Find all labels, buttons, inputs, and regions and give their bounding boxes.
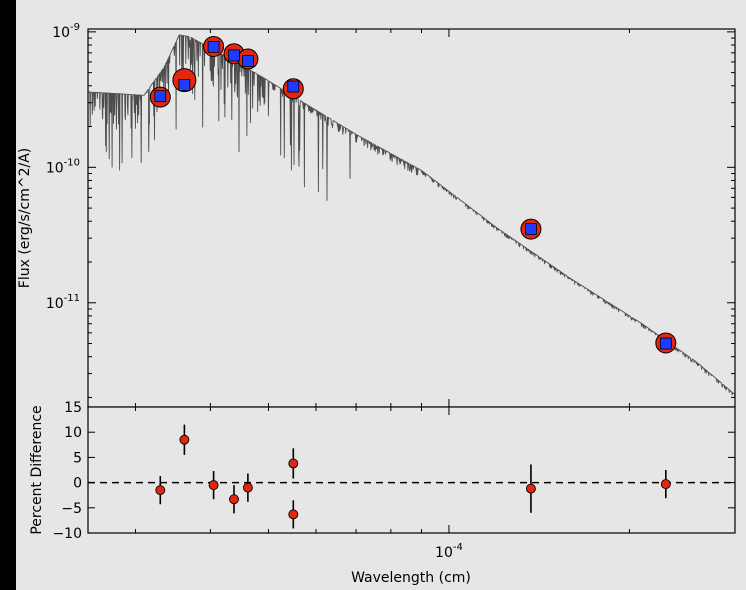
model-flux-point bbox=[178, 79, 191, 91]
model-flux-point bbox=[525, 223, 537, 235]
model-spectrum-line bbox=[87, 34, 736, 397]
bottom-y-axis-label: Percent Difference bbox=[29, 405, 45, 534]
y-tick-label: 0 bbox=[73, 476, 82, 492]
y-tick-label: 10-9 bbox=[52, 22, 80, 41]
y-tick-label: 10-11 bbox=[46, 293, 80, 312]
model-flux-point bbox=[659, 337, 672, 350]
y-tick-label: 15 bbox=[64, 400, 82, 416]
model-flux-point bbox=[287, 80, 300, 93]
residual-point bbox=[229, 494, 239, 505]
y-tick-label: 10 bbox=[64, 425, 82, 441]
model-flux-point bbox=[228, 49, 240, 62]
residual-point bbox=[179, 434, 190, 445]
y-tick-label: −5 bbox=[61, 501, 82, 517]
y-tick-label: −10 bbox=[52, 526, 82, 542]
residual-point bbox=[288, 509, 299, 520]
bottom-plot-area bbox=[88, 407, 735, 533]
residual-point bbox=[242, 482, 253, 493]
model-spectrum bbox=[87, 34, 736, 397]
bottom-ticks: −10 −5 0 5 10 15 10-4 bbox=[52, 400, 735, 561]
y-tick-label: 10-10 bbox=[46, 157, 80, 176]
y-tick-label: 5 bbox=[73, 450, 82, 466]
residual-point bbox=[288, 458, 299, 469]
bottom-panel: −10 −5 0 5 10 15 10-4 Percent Difference Wavel… bbox=[29, 400, 736, 586]
top-panel: 10-11 10-10 10-9 Flux (erg/s/cm^2/A) bbox=[17, 22, 736, 408]
top-y-axis-label: Flux (erg/s/cm^2/A) bbox=[17, 148, 33, 288]
x-tick-label: 10-4 bbox=[435, 542, 463, 561]
top-plot-area bbox=[88, 29, 735, 407]
model-flux-point bbox=[207, 40, 220, 53]
model-flux-point bbox=[154, 90, 167, 103]
bottom-plot-frame bbox=[87, 406, 736, 534]
photometry-markers bbox=[149, 35, 677, 354]
residual-point bbox=[155, 485, 166, 496]
residual-markers bbox=[155, 424, 671, 529]
residual-point bbox=[525, 483, 536, 494]
residual-point bbox=[660, 479, 671, 490]
top-ticks: 10-11 10-10 10-9 bbox=[46, 22, 735, 407]
residual-point bbox=[208, 480, 219, 491]
model-flux-point bbox=[241, 55, 254, 67]
x-axis-label: Wavelength (cm) bbox=[351, 570, 471, 586]
